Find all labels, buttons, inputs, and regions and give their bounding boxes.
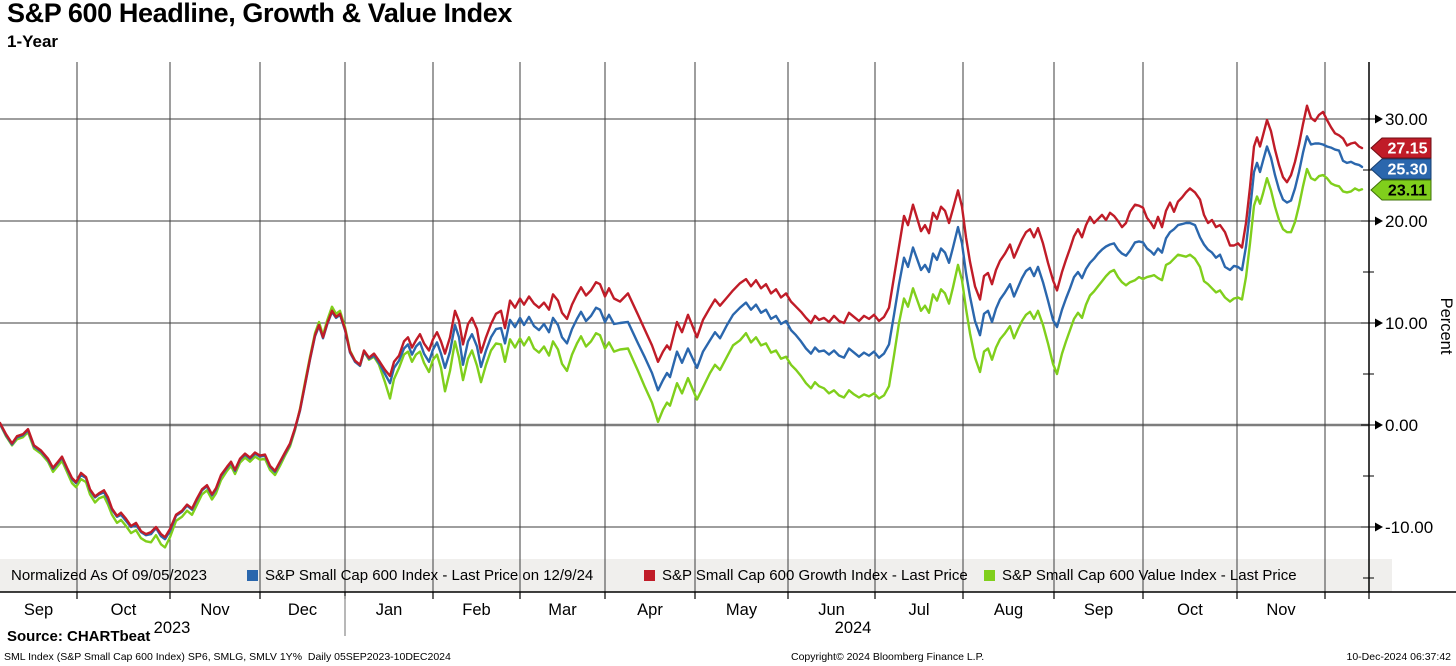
y-tick-label: -10.00 bbox=[1385, 518, 1433, 537]
legend-item-sp600-value[interactable]: S&P Small Cap 600 Value Index - Last Pri… bbox=[984, 559, 1297, 592]
x-month-label: Sep bbox=[24, 601, 53, 619]
y-tick-arrow-icon bbox=[1375, 522, 1383, 532]
legend-note-label: Normalized As Of 09/05/2023 bbox=[11, 567, 207, 584]
x-month-label: May bbox=[726, 601, 758, 619]
y-axis-title: Percent bbox=[1437, 298, 1455, 355]
x-month-label: Oct bbox=[1177, 601, 1203, 619]
x-month-label: Jan bbox=[376, 601, 403, 619]
y-tick-arrow-icon bbox=[1375, 420, 1383, 430]
legend-item-sp600-growth[interactable]: S&P Small Cap 600 Growth Index - Last Pr… bbox=[644, 559, 968, 592]
x-month-label: Jul bbox=[908, 601, 929, 619]
legend-item-label: S&P Small Cap 600 Index - Last Price on … bbox=[265, 567, 594, 584]
x-month-label: Aug bbox=[994, 601, 1023, 619]
index-swatch-icon bbox=[247, 570, 258, 581]
y-tick-label: 30.00 bbox=[1385, 110, 1428, 129]
y-tick-arrow-icon bbox=[1375, 318, 1383, 328]
growth-swatch-icon bbox=[644, 570, 655, 581]
legend-item-label: S&P Small Cap 600 Growth Index - Last Pr… bbox=[662, 567, 968, 584]
y-tick-arrow-icon bbox=[1375, 216, 1383, 226]
price-flag-label: 23.11 bbox=[1388, 183, 1427, 200]
y-tick-label: 0.00 bbox=[1385, 416, 1418, 435]
source-line: Source: CHARTbeat bbox=[7, 628, 151, 645]
x-month-label: Mar bbox=[548, 601, 577, 619]
legend-bar: Normalized As Of 09/05/2023 S&P Small Ca… bbox=[0, 559, 1392, 592]
legend-normalized-note: Normalized As Of 09/05/2023 bbox=[11, 559, 207, 592]
price-flag-sp600-value bbox=[1370, 179, 1432, 201]
price-flag-sp600-growth bbox=[1370, 137, 1432, 159]
x-month-label: Nov bbox=[200, 601, 230, 619]
y-tick-arrow-icon bbox=[1375, 114, 1383, 124]
legend-strip-bg bbox=[0, 559, 1392, 592]
x-month-label: Oct bbox=[111, 601, 137, 619]
price-flag-sp600-index bbox=[1370, 158, 1432, 180]
x-month-label: Jun bbox=[818, 601, 845, 619]
x-month-label: Sep bbox=[1084, 601, 1113, 619]
series-line-sp600-value bbox=[0, 167, 1364, 549]
series-line-sp600-index bbox=[0, 135, 1364, 541]
value-swatch-icon bbox=[984, 570, 995, 581]
x-month-label: Dec bbox=[288, 601, 317, 619]
x-month-label: Apr bbox=[637, 601, 663, 619]
footer-security-info: SML Index (S&P Small Cap 600 Index) SP6,… bbox=[4, 651, 451, 663]
x-year-label: 2024 bbox=[835, 619, 872, 637]
price-flag-label: 27.15 bbox=[1387, 141, 1427, 158]
x-month-label: Nov bbox=[1266, 601, 1296, 619]
footer-timestamp: 10-Dec-2024 06:37:42 bbox=[1346, 651, 1452, 663]
legend-item-sp600-index[interactable]: S&P Small Cap 600 Index - Last Price on … bbox=[247, 559, 593, 592]
x-year-label: 2023 bbox=[154, 619, 191, 637]
price-flag-label: 25.30 bbox=[1387, 162, 1427, 179]
legend-item-label: S&P Small Cap 600 Value Index - Last Pri… bbox=[1002, 567, 1297, 584]
y-tick-label: 20.00 bbox=[1385, 212, 1428, 231]
y-tick-label: 10.00 bbox=[1385, 314, 1428, 333]
series-line-sp600-growth bbox=[0, 104, 1364, 539]
x-month-label: Feb bbox=[462, 601, 490, 619]
page-title: S&P 600 Headline, Growth & Value Index bbox=[7, 0, 512, 28]
footer-copyright: Copyright© 2024 Bloomberg Finance L.P. bbox=[791, 651, 985, 663]
chart-period-subtitle: 1-Year bbox=[7, 32, 59, 51]
